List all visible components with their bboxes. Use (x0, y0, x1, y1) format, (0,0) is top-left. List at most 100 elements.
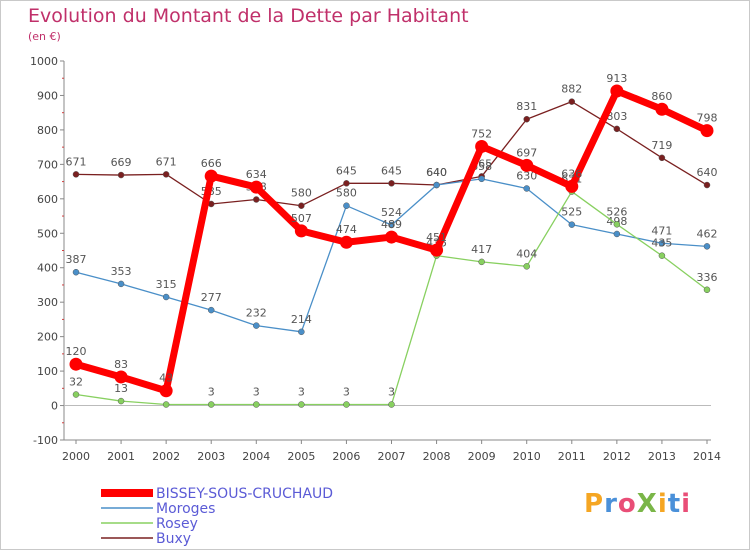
data-point (613, 230, 621, 238)
data-label: 451 (426, 231, 447, 244)
data-point (523, 115, 530, 123)
x-tick-label: 2012 (603, 450, 631, 463)
data-point (159, 384, 173, 398)
x-tick-label: 2010 (513, 450, 541, 463)
data-point (298, 328, 305, 336)
data-label: 83 (114, 358, 128, 371)
data-label: 3 (388, 386, 395, 399)
data-point (162, 293, 170, 301)
data-point (613, 125, 621, 133)
data-label: 666 (201, 157, 222, 170)
x-tick-label: 2007 (378, 450, 406, 463)
data-point (204, 169, 218, 183)
x-tick-label: 2006 (332, 450, 360, 463)
y-tick-label: 200 (37, 331, 58, 344)
legend-label: Buxy (156, 531, 191, 547)
data-label: 474 (336, 223, 357, 236)
data-point (72, 171, 80, 178)
data-label: 630 (516, 169, 537, 182)
data-label: 507 (291, 212, 312, 225)
data-point (430, 243, 444, 257)
data-label: 671 (156, 155, 177, 168)
data-point (343, 202, 350, 209)
data-point (433, 181, 440, 189)
data-point (298, 401, 305, 408)
data-label: 462 (697, 227, 718, 240)
data-point (658, 240, 666, 247)
series-line-moroges (75, 178, 708, 333)
data-point (703, 243, 711, 250)
x-tick-label: 2003 (197, 450, 225, 463)
data-point (249, 180, 263, 194)
data-point (703, 181, 711, 189)
data-point (478, 258, 485, 266)
data-label: 640 (426, 166, 447, 179)
x-tick-label: 2009 (468, 450, 496, 463)
data-point (388, 401, 395, 408)
data-point (523, 263, 530, 270)
data-label: 525 (561, 206, 582, 219)
data-point (294, 224, 308, 238)
x-tick-label: 2000 (62, 450, 90, 463)
data-label: 580 (336, 187, 357, 200)
data-label: 640 (426, 166, 447, 179)
y-tick-label: 1000 (30, 55, 58, 68)
data-point (253, 401, 260, 408)
data-label: 580 (291, 187, 312, 200)
data-label: 719 (651, 139, 672, 152)
data-label: 471 (651, 224, 672, 237)
data-point (655, 102, 669, 116)
data-label: 404 (516, 247, 537, 260)
y-tick-label: 0 (51, 400, 58, 413)
data-point (117, 397, 125, 405)
data-point (207, 306, 215, 314)
data-label: 3 (253, 386, 260, 399)
data-label: 3 (343, 386, 350, 399)
data-point (117, 171, 125, 179)
data-label: 671 (66, 155, 87, 168)
data-point (72, 391, 80, 398)
x-tick-label: 2004 (242, 450, 270, 463)
y-tick-label: -100 (33, 434, 58, 447)
data-point (253, 196, 260, 203)
x-tick-label: 2008 (423, 450, 451, 463)
data-point (339, 235, 353, 249)
data-label: 232 (246, 307, 267, 320)
data-point (385, 230, 398, 244)
chart-title: Evolution du Montant de la Dette par Hab… (28, 5, 469, 27)
data-point (658, 252, 666, 259)
data-label: 640 (697, 166, 718, 179)
x-tick-label: 2001 (107, 450, 135, 463)
data-point (69, 357, 83, 371)
data-label: 13 (114, 382, 128, 395)
y-tick-label: 100 (37, 365, 58, 378)
data-label: 315 (156, 278, 177, 291)
data-point (298, 202, 305, 209)
data-point (162, 401, 170, 408)
data-label: 353 (111, 265, 132, 278)
y-tick-label: 400 (37, 262, 58, 275)
data-label: 636 (561, 167, 582, 180)
data-label: 43 (159, 372, 173, 385)
data-label: 831 (516, 100, 537, 113)
chart-unit: (en €) (28, 30, 61, 43)
data-point (610, 84, 624, 98)
data-point (388, 221, 395, 229)
data-label: 882 (561, 83, 582, 96)
data-point (703, 286, 711, 294)
data-label: 798 (697, 112, 718, 125)
data-label: 214 (291, 313, 312, 326)
data-point (568, 221, 576, 228)
data-point (253, 322, 260, 329)
data-point (343, 180, 350, 187)
y-tick-label: 600 (37, 193, 58, 206)
x-tick-label: 2014 (693, 450, 721, 463)
data-point (658, 154, 666, 162)
data-point (114, 370, 128, 384)
data-label: 3 (298, 386, 305, 399)
x-tick-label: 2013 (648, 450, 676, 463)
data-label: 634 (246, 168, 267, 181)
data-point (523, 185, 530, 192)
